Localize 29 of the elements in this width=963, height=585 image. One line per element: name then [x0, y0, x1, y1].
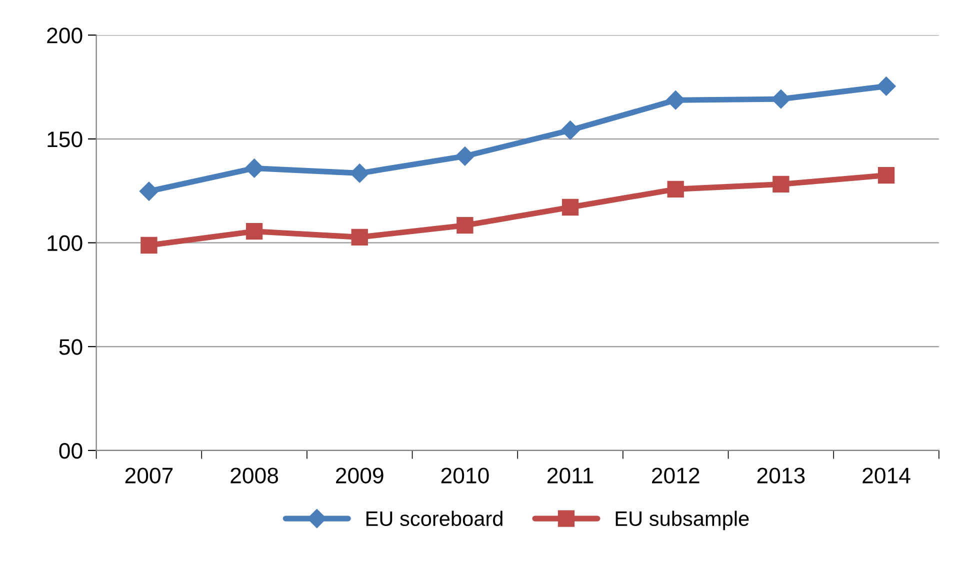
point — [139, 182, 158, 201]
point — [562, 198, 579, 216]
legend-label: EU subsample — [616, 510, 749, 530]
point — [878, 166, 895, 184]
y-tick-label: 50 — [59, 339, 82, 355]
y-tick-label: 150 — [48, 131, 82, 148]
point — [246, 223, 263, 240]
x-tick-label: 2009 — [336, 468, 384, 484]
x-tick-label: 2012 — [652, 468, 700, 484]
point — [772, 176, 790, 193]
x-tick-label: 2013 — [757, 468, 805, 484]
point — [140, 236, 158, 254]
y-tick-label: 100 — [48, 235, 82, 252]
point — [456, 216, 474, 234]
x-tick-label: 2011 — [548, 468, 594, 484]
x-tick-label: 2007 — [125, 468, 173, 484]
point — [667, 180, 684, 198]
y-tick-label: 00 — [59, 442, 82, 459]
x-tick-label: 2010 — [441, 468, 489, 484]
legend-label: EU scoreboard — [366, 510, 502, 526]
point — [351, 228, 368, 246]
x-tick-label: 2008 — [230, 468, 278, 484]
y-tick-label: 200 — [47, 28, 82, 44]
point — [244, 158, 264, 178]
point — [350, 164, 370, 183]
point — [560, 120, 580, 140]
point — [455, 146, 474, 166]
point — [876, 76, 896, 96]
x-tick-label: 2014 — [862, 468, 910, 484]
